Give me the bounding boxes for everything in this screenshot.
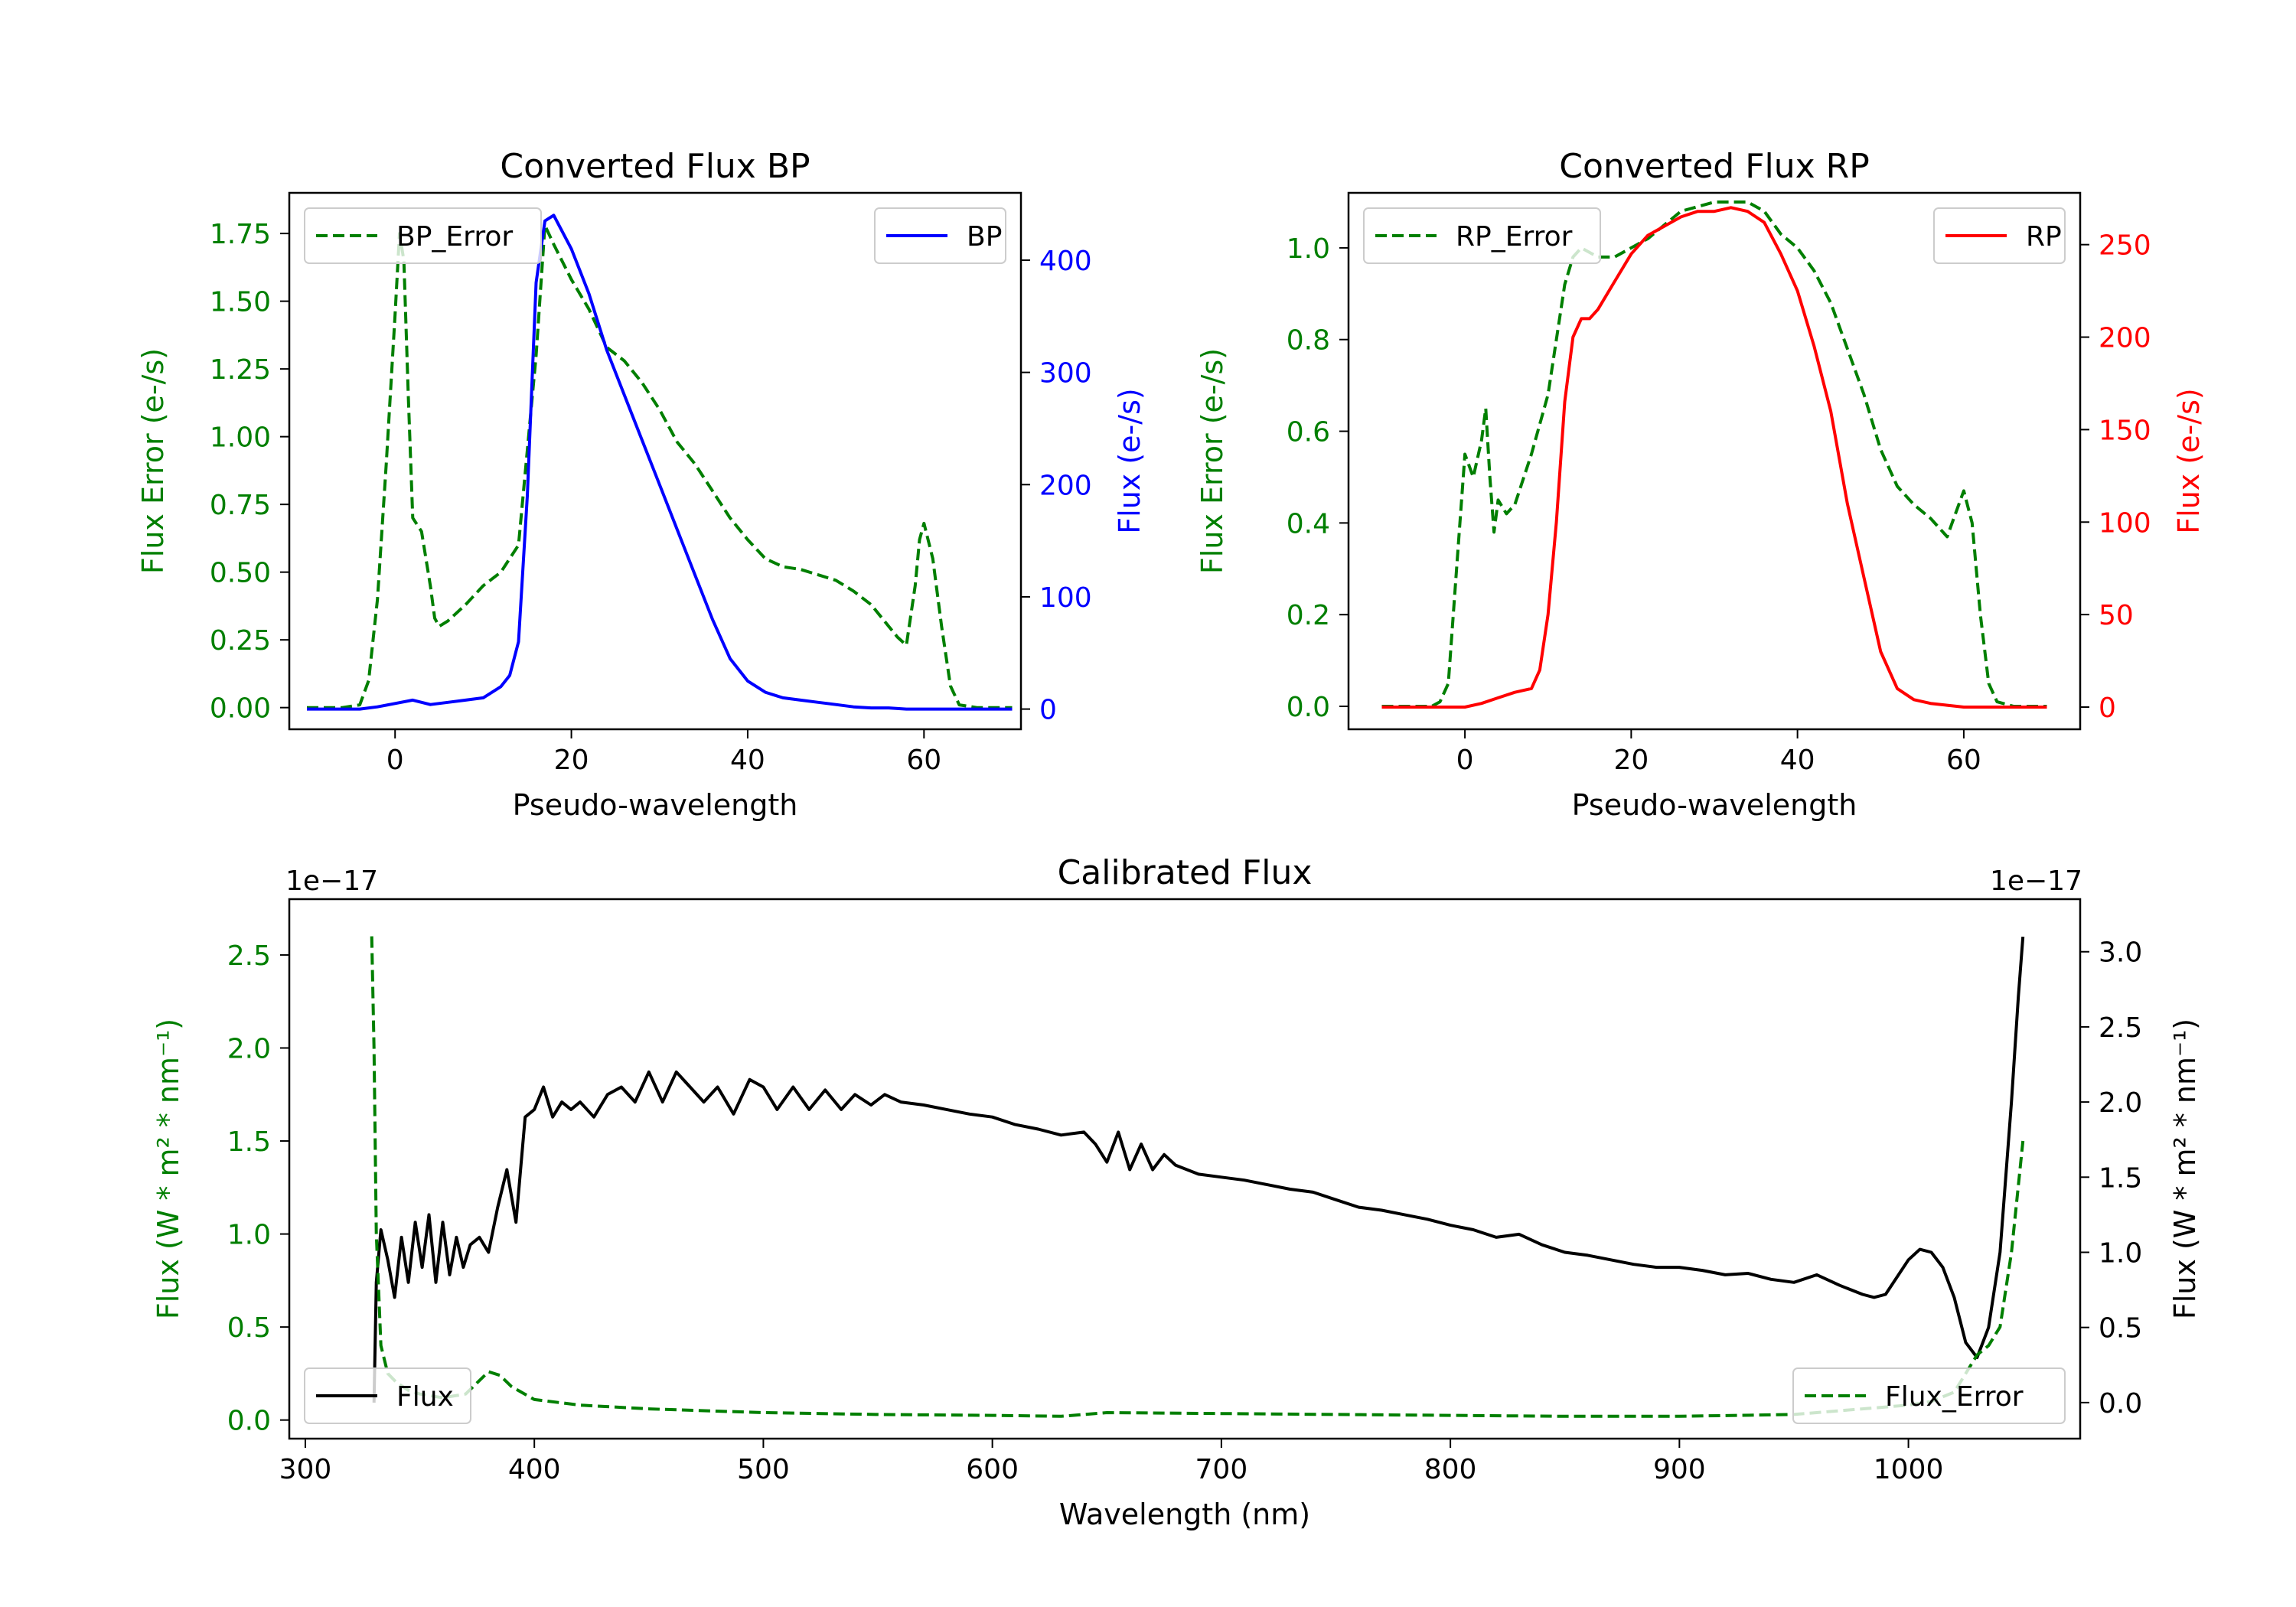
legend-label: RP_Error xyxy=(1456,221,1573,253)
series-line-flux xyxy=(372,936,2025,1403)
series-line-bp xyxy=(307,214,1013,711)
y-right-tick-label: 3.0 xyxy=(2099,937,2142,969)
legend-label: Flux_Error xyxy=(1885,1381,2024,1413)
y-right-axis-label: Flux (W * m² * nm⁻¹) xyxy=(2168,1019,2202,1319)
legend-bp-error: BP_Error xyxy=(304,207,542,264)
plot-frame xyxy=(288,898,2082,1440)
legend-label: RP xyxy=(2026,221,2062,253)
y-left-tick-label: 1.50 xyxy=(210,287,271,318)
y-right-tick-label: 250 xyxy=(2099,230,2151,262)
y-left-tick-label: 0.0 xyxy=(227,1406,271,1437)
chart-title: Converted Flux BP xyxy=(500,147,810,186)
series-line-rp-error xyxy=(1381,200,2047,708)
x-tick-label: 20 xyxy=(554,745,589,776)
legend-rp-error: RP_Error xyxy=(1363,207,1601,264)
legend-box xyxy=(1792,1367,2066,1424)
x-tick-label: 0 xyxy=(1456,745,1474,776)
series-line-bp-error xyxy=(307,223,1013,709)
x-tick-label: 40 xyxy=(1780,745,1815,776)
y-right-tick-label: 400 xyxy=(1039,246,1092,277)
y-left-tick-label: 0.0 xyxy=(1287,692,1330,723)
y-right-tick-label: 2.5 xyxy=(2099,1012,2142,1044)
y-right-tick-label: 0.5 xyxy=(2099,1313,2142,1345)
y-right-tick-label: 0 xyxy=(2099,693,2116,724)
legend-label: BP xyxy=(967,221,1002,253)
x-axis-label: Pseudo-wavelength xyxy=(513,788,798,822)
y-left-tick-label: 0.4 xyxy=(1287,508,1330,539)
y-left-axis-label: Flux (W * m² * nm⁻¹) xyxy=(152,1019,185,1319)
y-left-tick-label: 0.6 xyxy=(1287,417,1330,448)
x-tick-label: 400 xyxy=(508,1454,561,1485)
x-tick-label: 60 xyxy=(906,745,941,776)
chart-title: Converted Flux RP xyxy=(1559,147,1870,186)
legend-box xyxy=(1363,207,1601,264)
y-right-tick-label: 200 xyxy=(2099,323,2151,354)
legend-flux-error: Flux_Error xyxy=(1792,1367,2066,1424)
legend-label: BP_Error xyxy=(396,221,513,253)
legend-bp: BP xyxy=(874,207,1006,264)
y-left-axis-label: Flux Error (e-/s) xyxy=(1195,348,1229,574)
chart-title: Calibrated Flux xyxy=(1058,853,1313,892)
plot-frame xyxy=(288,191,1022,731)
legend-box xyxy=(304,1367,471,1424)
x-tick-label: 60 xyxy=(1946,745,1981,776)
y-left-tick-label: 0.00 xyxy=(210,693,271,725)
y-right-tick-label: 1.0 xyxy=(2099,1237,2142,1269)
x-tick-label: 1000 xyxy=(1874,1454,1944,1485)
x-tick-label: 700 xyxy=(1195,1454,1248,1485)
y-left-tick-label: 1.75 xyxy=(210,219,271,250)
y-right-axis-label: Flux (e-/s) xyxy=(2172,388,2206,533)
y-right-tick-label: 200 xyxy=(1039,470,1092,501)
y-left-tick-label: 1.5 xyxy=(227,1126,271,1158)
y-left-tick-label: 2.0 xyxy=(227,1033,271,1064)
chart-2: Converted Flux RP 0 20 40 60 Pseudo-wavelengt… xyxy=(1195,147,2206,822)
y-left-tick-label: 0.50 xyxy=(210,558,271,589)
x-axis-label: Wavelength (nm) xyxy=(1059,1498,1310,1531)
offset-label-right: 1e−17 xyxy=(1990,865,2082,897)
y-right-tick-label: 2.0 xyxy=(2099,1087,2142,1119)
y-left-tick-label: 1.25 xyxy=(210,354,271,386)
y-left-tick-label: 0.25 xyxy=(210,625,271,657)
chart-3: Calibrated Flux 300 400 500 600 700 800 900 1000… xyxy=(152,853,2202,1531)
y-left-tick-label: 2.5 xyxy=(227,940,271,972)
y-right-tick-label: 150 xyxy=(2099,415,2151,446)
x-tick-label: 600 xyxy=(966,1454,1019,1485)
chart-1: Converted Flux BP 0 20 40 60 Pseudo-wavelengt… xyxy=(136,147,1146,822)
y-left-tick-label: 1.0 xyxy=(1287,233,1330,265)
x-tick-label: 900 xyxy=(1653,1454,1706,1485)
offset-label-left: 1e−17 xyxy=(285,865,378,897)
y-right-tick-label: 100 xyxy=(1039,582,1092,614)
x-tick-label: 300 xyxy=(279,1454,332,1485)
legend-flux: Flux xyxy=(304,1367,471,1424)
y-right-tick-label: 0.0 xyxy=(2099,1388,2142,1420)
y-left-tick-label: 0.2 xyxy=(1287,600,1330,631)
plot-frame xyxy=(1347,191,2082,731)
legend-box xyxy=(304,207,542,264)
y-right-axis-label: Flux (e-/s) xyxy=(1113,388,1146,533)
x-tick-label: 500 xyxy=(737,1454,790,1485)
x-tick-label: 800 xyxy=(1424,1454,1477,1485)
legend-rp: RP xyxy=(1933,207,2066,264)
y-right-tick-label: 1.5 xyxy=(2099,1162,2142,1194)
x-axis-label: Pseudo-wavelength xyxy=(1572,788,1857,822)
x-tick-label: 40 xyxy=(730,745,765,776)
y-right-tick-label: 300 xyxy=(1039,358,1092,390)
series-line-flux-error xyxy=(370,936,2025,1418)
x-tick-label: 0 xyxy=(386,745,404,776)
y-right-tick-label: 0 xyxy=(1039,695,1057,726)
y-left-tick-label: 0.8 xyxy=(1287,325,1330,357)
y-left-axis-label: Flux Error (e-/s) xyxy=(136,348,170,574)
series-line-rp xyxy=(1381,206,2047,709)
y-left-tick-label: 1.0 xyxy=(227,1220,271,1251)
y-left-tick-label: 1.00 xyxy=(210,422,271,454)
y-left-tick-label: 0.5 xyxy=(227,1312,271,1344)
y-right-tick-label: 100 xyxy=(2099,507,2151,539)
x-tick-label: 20 xyxy=(1613,745,1649,776)
y-right-tick-label: 50 xyxy=(2099,600,2134,631)
legend-label: Flux xyxy=(396,1381,454,1413)
y-left-tick-label: 0.75 xyxy=(210,490,271,521)
